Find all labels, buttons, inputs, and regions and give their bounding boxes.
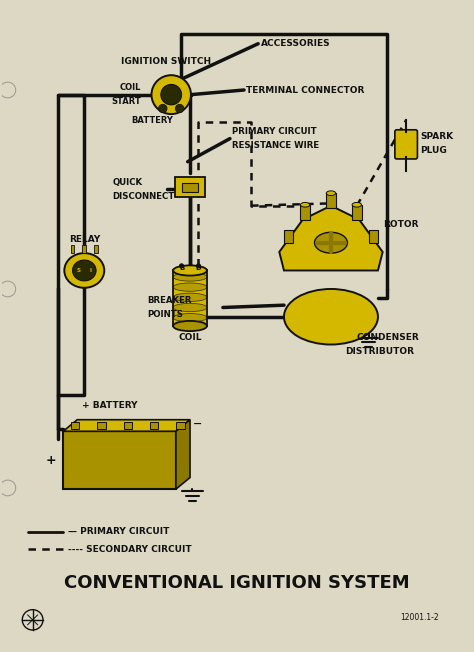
Circle shape xyxy=(175,104,184,113)
Text: −: − xyxy=(192,419,202,429)
Polygon shape xyxy=(176,420,190,489)
Circle shape xyxy=(0,281,16,297)
Bar xyxy=(284,230,293,243)
Text: DISTRIBUTOR: DISTRIBUTOR xyxy=(345,347,414,356)
Text: D: D xyxy=(196,265,201,271)
Ellipse shape xyxy=(173,283,207,291)
Ellipse shape xyxy=(173,303,207,312)
Text: I: I xyxy=(90,268,91,273)
Bar xyxy=(71,244,74,253)
Text: CONVENTIONAL IGNITION SYSTEM: CONVENTIONAL IGNITION SYSTEM xyxy=(64,574,410,592)
Polygon shape xyxy=(63,420,190,431)
Text: BREAKER: BREAKER xyxy=(148,296,192,305)
Ellipse shape xyxy=(173,265,207,276)
Circle shape xyxy=(158,104,167,113)
Text: SPARK: SPARK xyxy=(420,132,453,141)
Circle shape xyxy=(0,82,16,98)
Text: RELAY: RELAY xyxy=(69,235,100,243)
Bar xyxy=(124,422,132,430)
Ellipse shape xyxy=(352,203,362,207)
Text: BATTERY: BATTERY xyxy=(131,115,173,125)
Ellipse shape xyxy=(326,191,336,196)
Bar xyxy=(326,193,336,208)
Ellipse shape xyxy=(64,253,104,288)
Circle shape xyxy=(180,264,183,268)
Ellipse shape xyxy=(173,273,207,281)
Text: S: S xyxy=(76,268,80,273)
Text: ROTOR: ROTOR xyxy=(383,220,418,229)
Ellipse shape xyxy=(315,232,347,253)
FancyBboxPatch shape xyxy=(395,130,418,159)
Ellipse shape xyxy=(301,203,310,207)
Ellipse shape xyxy=(173,314,207,322)
Text: RESISTANCE WIRE: RESISTANCE WIRE xyxy=(232,141,319,150)
Bar xyxy=(82,244,86,253)
Text: START: START xyxy=(111,97,141,106)
Circle shape xyxy=(161,85,182,105)
Text: + BATTERY: + BATTERY xyxy=(82,402,138,410)
Bar xyxy=(352,205,362,220)
Text: ---- SECONDARY CIRCUIT: ---- SECONDARY CIRCUIT xyxy=(68,544,191,554)
Circle shape xyxy=(152,75,191,114)
Text: B: B xyxy=(179,265,184,271)
FancyBboxPatch shape xyxy=(175,177,205,198)
Bar xyxy=(71,422,79,430)
Bar xyxy=(94,244,98,253)
Text: PRIMARY CIRCUIT: PRIMARY CIRCUIT xyxy=(232,127,317,136)
Bar xyxy=(301,205,310,220)
Text: +: + xyxy=(46,454,57,467)
Ellipse shape xyxy=(284,289,378,344)
Text: CONDENSER: CONDENSER xyxy=(357,333,419,342)
Bar xyxy=(369,230,378,243)
Text: QUICK: QUICK xyxy=(112,178,143,187)
Circle shape xyxy=(197,264,201,268)
Text: PLUG: PLUG xyxy=(420,145,447,155)
Text: ACCESSORIES: ACCESSORIES xyxy=(261,39,330,48)
Polygon shape xyxy=(279,205,383,271)
Text: DISCONNECT: DISCONNECT xyxy=(112,192,175,201)
Bar xyxy=(176,422,185,430)
Bar xyxy=(97,422,106,430)
Text: — PRIMARY CIRCUIT: — PRIMARY CIRCUIT xyxy=(68,527,169,537)
Bar xyxy=(150,422,158,430)
Text: COIL: COIL xyxy=(178,333,202,342)
Bar xyxy=(173,271,207,326)
Ellipse shape xyxy=(173,321,207,331)
Text: 12001.1-2: 12001.1-2 xyxy=(401,613,439,622)
Circle shape xyxy=(0,480,16,496)
Ellipse shape xyxy=(73,260,96,281)
FancyBboxPatch shape xyxy=(182,183,199,192)
Text: TERMINAL CONNECTOR: TERMINAL CONNECTOR xyxy=(246,85,365,95)
Text: COIL: COIL xyxy=(119,83,141,92)
Text: IGNITION SWITCH: IGNITION SWITCH xyxy=(121,57,211,66)
Text: POINTS: POINTS xyxy=(148,310,184,319)
Ellipse shape xyxy=(173,293,207,301)
FancyBboxPatch shape xyxy=(63,431,176,489)
